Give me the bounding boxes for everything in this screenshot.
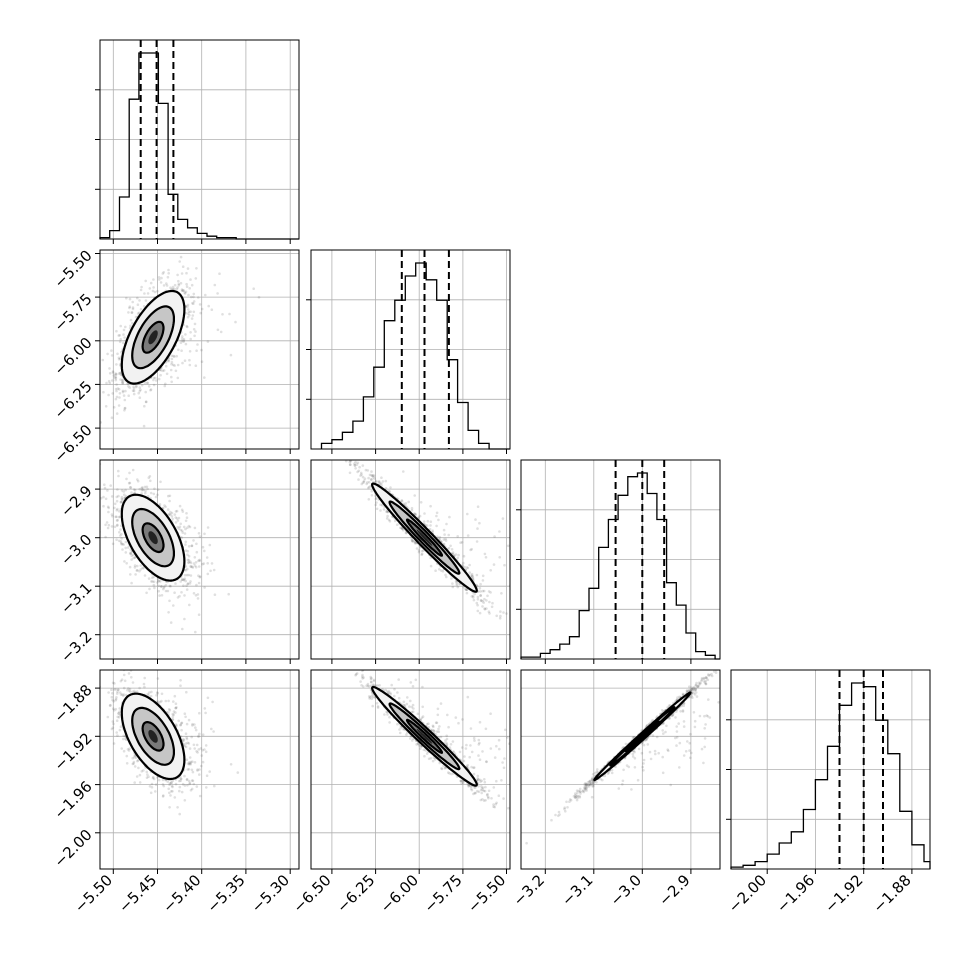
x-tick-label: −6.25 xyxy=(333,871,378,916)
panel-frame xyxy=(99,39,300,240)
panel-frame xyxy=(99,669,300,870)
contour-line xyxy=(388,500,461,575)
contour-line xyxy=(370,482,478,593)
scatter-panel-1-4 xyxy=(95,669,300,874)
x-tick-label: −2.00 xyxy=(725,871,770,916)
sample-points xyxy=(354,670,510,810)
contour-line xyxy=(388,702,461,771)
x-tick-label: −2.9 xyxy=(655,871,693,909)
histogram-line-1 xyxy=(99,52,299,240)
hist-panel-4 xyxy=(726,669,931,874)
panel-frame xyxy=(520,669,721,870)
contour-fill-core xyxy=(148,531,158,545)
y-tick-label: −6.25 xyxy=(50,377,95,422)
y-tick-label: −3.2 xyxy=(57,628,95,666)
histogram-line-4 xyxy=(730,682,931,869)
y-tick-label: −3.0 xyxy=(57,531,95,569)
panel-frame xyxy=(520,459,721,660)
hist-panel-1 xyxy=(95,39,300,244)
scatter-panel-1-2 xyxy=(95,249,300,454)
x-tick-label: −6.00 xyxy=(377,871,422,916)
y-tick-label: −3.1 xyxy=(57,579,95,617)
scatter-panel-2-4 xyxy=(310,669,511,874)
panel-frame xyxy=(99,249,300,450)
contour-line xyxy=(141,320,165,354)
contour-fill-core xyxy=(416,728,433,744)
contour-line xyxy=(120,692,186,781)
contour-line xyxy=(120,493,186,582)
contour-line xyxy=(405,718,443,754)
hist-panel-2 xyxy=(306,249,511,454)
y-tick-label: −6.50 xyxy=(50,421,95,466)
contour-line xyxy=(370,685,478,787)
contour-line xyxy=(131,507,175,568)
contour-fill-core xyxy=(148,330,158,345)
x-tick-label: −3.2 xyxy=(510,871,548,909)
x-tick-label: −1.88 xyxy=(869,871,914,916)
x-tick-label: −5.45 xyxy=(115,871,160,916)
panel-frame xyxy=(310,249,511,450)
x-tick-label: −1.96 xyxy=(773,871,818,916)
scatter-panel-3-4 xyxy=(520,669,721,874)
panel-frame xyxy=(730,669,931,870)
scatter-panel-1-3 xyxy=(95,459,300,664)
x-tick-label: −6.50 xyxy=(289,871,334,916)
x-tick-label: −5.75 xyxy=(420,871,465,916)
y-tick-label: −5.50 xyxy=(50,246,95,291)
panel-frame xyxy=(310,459,511,660)
contour-fill-core xyxy=(416,529,433,546)
sample-points xyxy=(525,670,720,845)
y-tick-label: −1.92 xyxy=(50,729,95,774)
panel-frame xyxy=(99,459,300,660)
contour-line xyxy=(131,706,175,766)
y-tick-label: −2.9 xyxy=(57,482,95,520)
sample-points xyxy=(344,460,510,620)
x-tick-label: −5.50 xyxy=(71,871,116,916)
contour-line xyxy=(120,289,186,385)
histogram-line-2 xyxy=(320,262,510,450)
y-tick-label: −2.00 xyxy=(50,826,95,871)
x-tick-label: −3.1 xyxy=(558,871,596,909)
scatter-panel-2-3 xyxy=(310,459,511,664)
x-tick-label: −5.35 xyxy=(203,871,248,916)
contour-fill-core xyxy=(148,729,158,743)
x-tick-label: −1.92 xyxy=(821,871,866,916)
x-tick-label: −3.0 xyxy=(607,871,645,909)
contour-line xyxy=(141,522,165,554)
y-tick-label: −5.75 xyxy=(50,290,95,335)
histogram-line-3 xyxy=(520,472,720,660)
x-tick-label: −5.30 xyxy=(248,871,293,916)
y-tick-label: −6.00 xyxy=(50,334,95,379)
contour-line xyxy=(593,691,692,782)
contour-line xyxy=(405,518,443,557)
hist-panel-3 xyxy=(516,459,721,664)
contour-line xyxy=(141,721,165,752)
y-tick-label: −1.88 xyxy=(50,681,95,726)
y-tick-label: −1.96 xyxy=(50,778,95,823)
panel-frame xyxy=(310,669,511,870)
contour-line xyxy=(131,305,175,370)
x-tick-label: −5.40 xyxy=(159,871,204,916)
x-tick-label: −5.50 xyxy=(464,871,509,916)
